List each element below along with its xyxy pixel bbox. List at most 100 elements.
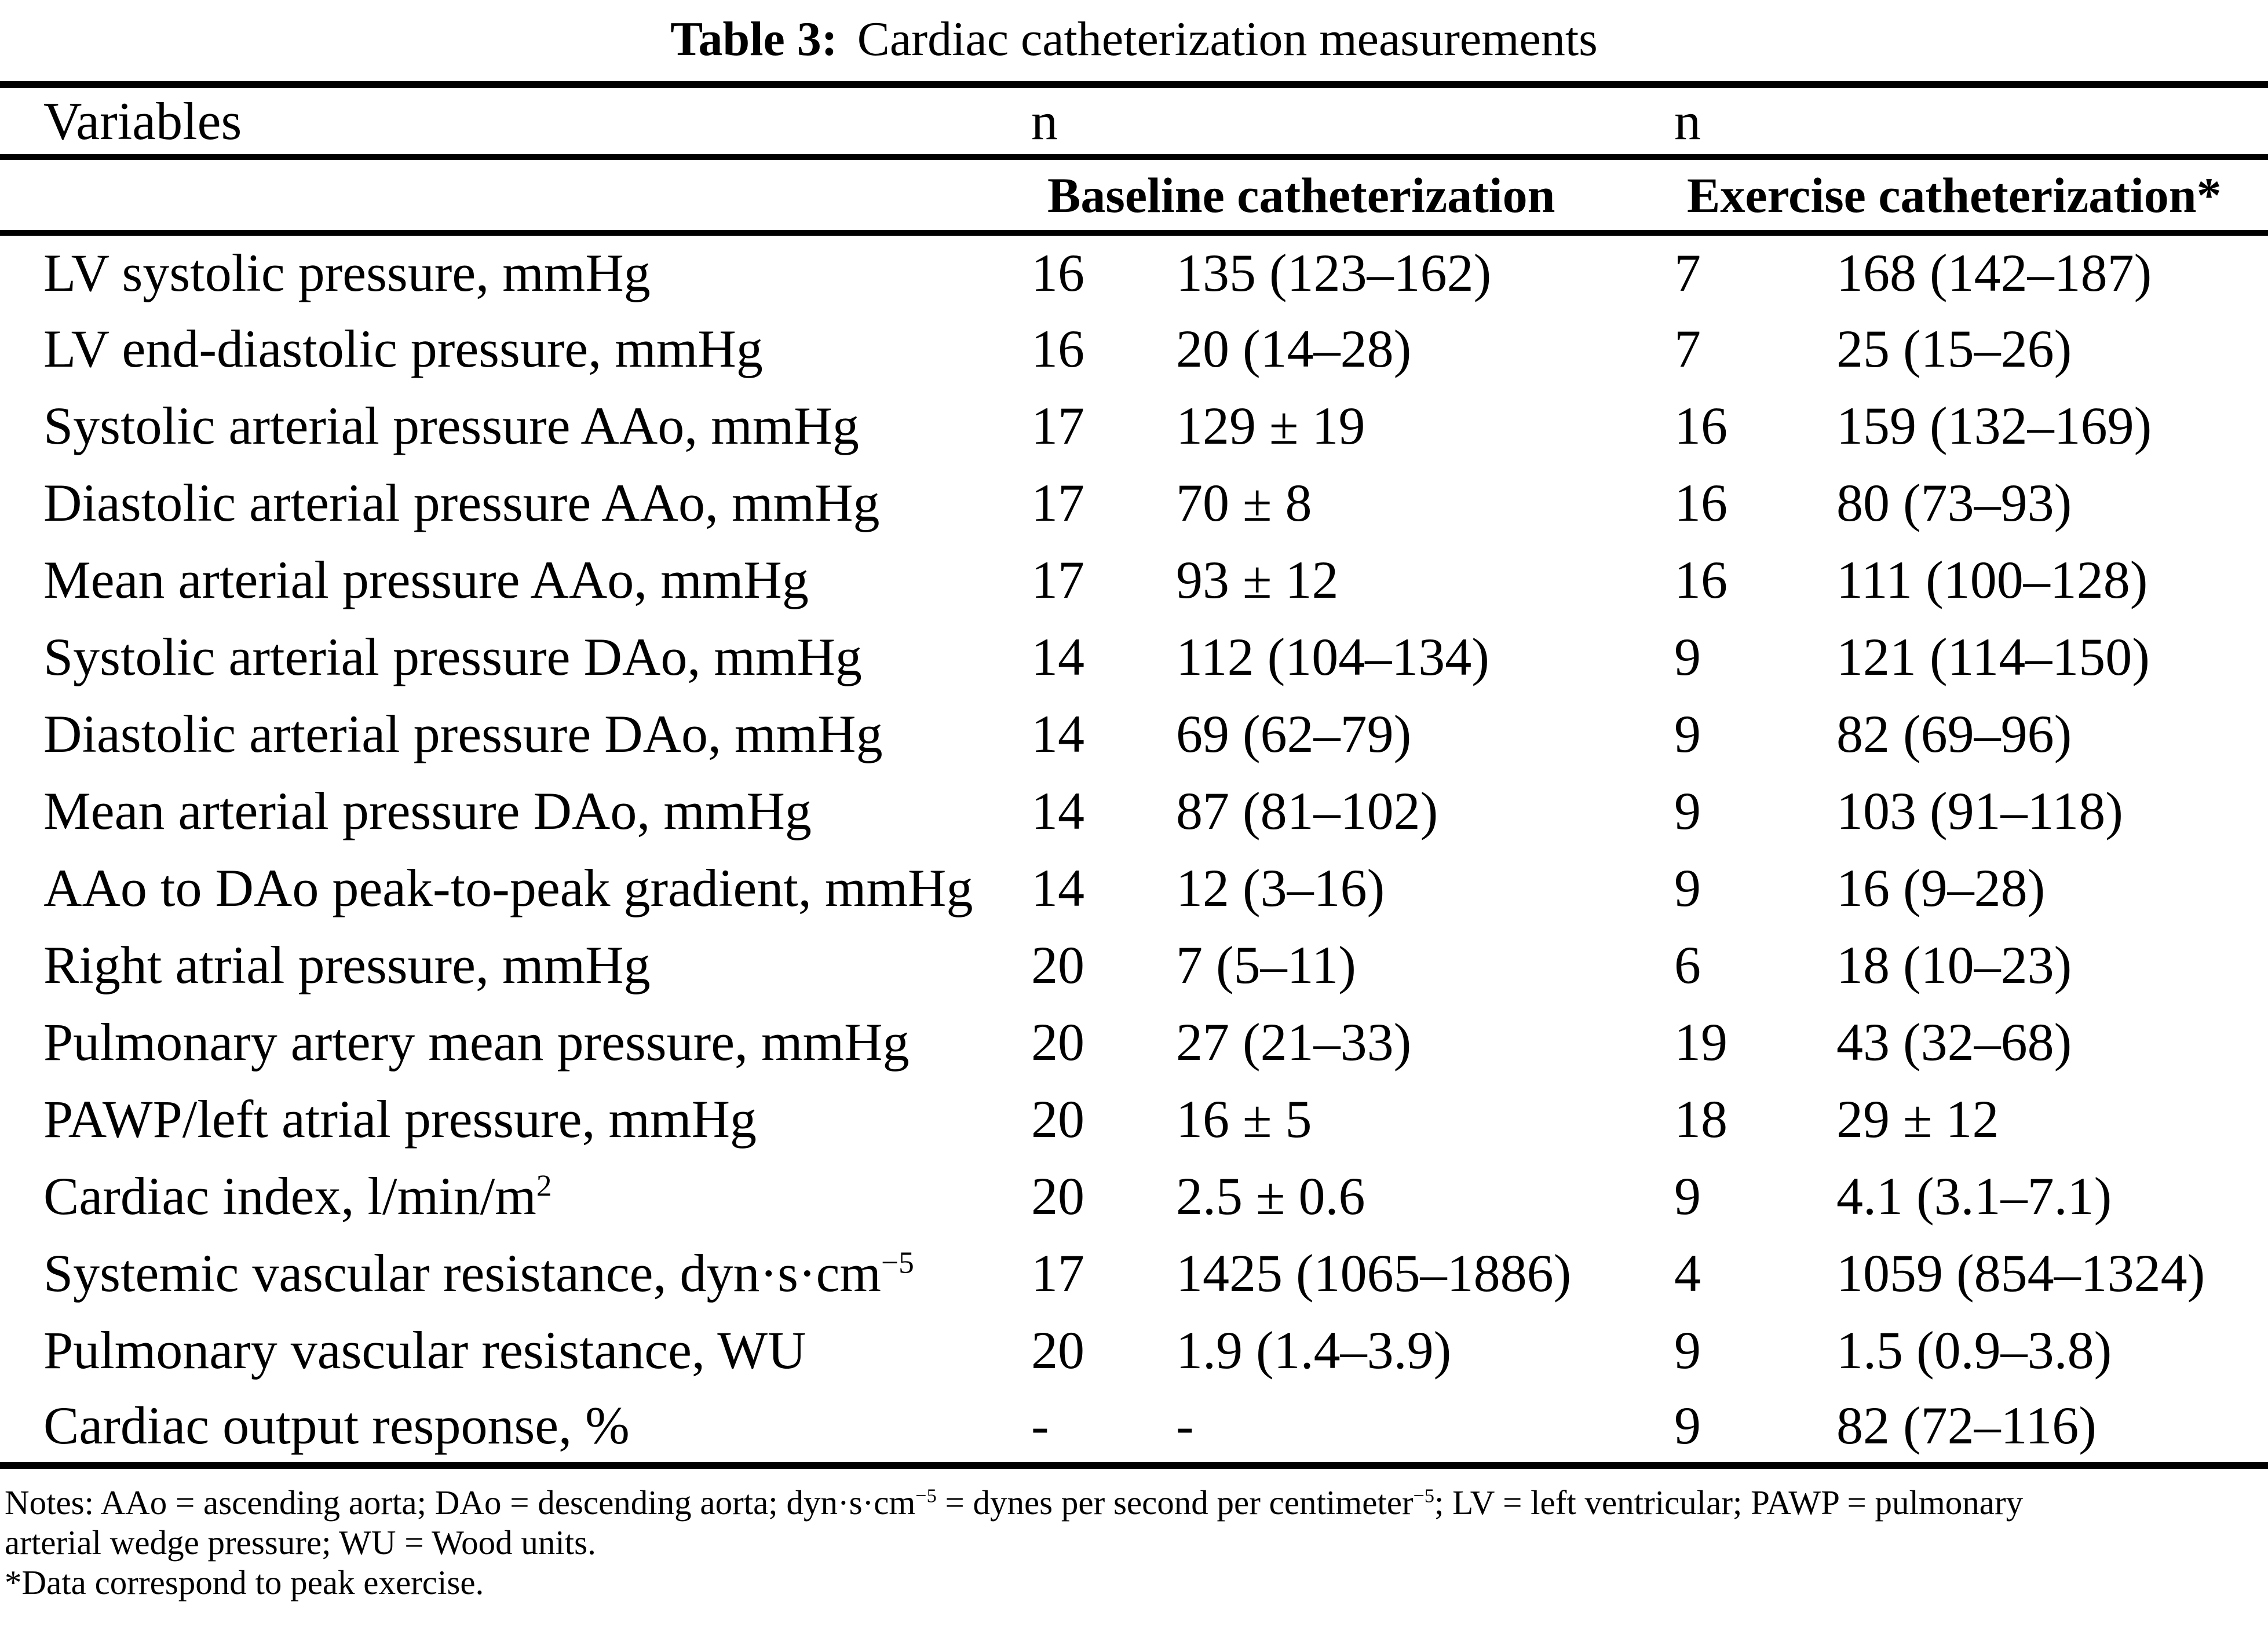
table-row: Cardiac output response, % - - 9 82 (72–… bbox=[0, 1388, 2268, 1469]
baseline-value: 7 (5–11) bbox=[1176, 935, 1356, 995]
header-row-n: Variables n n bbox=[0, 81, 2268, 160]
table-notes: Notes: AAo = ascending aorta; DAo = desc… bbox=[0, 1483, 2268, 1603]
header-spacer bbox=[1836, 81, 2268, 160]
n-exercise-value: 9 bbox=[1674, 627, 1701, 686]
baseline-value: 70 ± 8 bbox=[1176, 473, 1312, 532]
table-row: Systolic arterial pressure AAo, mmHg 17 … bbox=[0, 387, 2268, 464]
n-exercise-value: 9 bbox=[1674, 1166, 1701, 1226]
variable-label: Right atrial pressure, mmHg bbox=[43, 935, 651, 995]
baseline-value: 112 (104–134) bbox=[1176, 627, 1489, 686]
variable-superscript: −5 bbox=[881, 1244, 914, 1279]
exercise-value: 103 (91–118) bbox=[1836, 781, 2123, 840]
baseline-value: 2.5 ± 0.6 bbox=[1176, 1166, 1365, 1226]
n-exercise-value: 4 bbox=[1674, 1243, 1701, 1303]
exercise-value: 1059 (854–1324) bbox=[1836, 1243, 2205, 1303]
variable-superscript: 2 bbox=[536, 1167, 552, 1202]
notes-superscript: −5 bbox=[915, 1485, 937, 1507]
variable-label: Mean arterial pressure DAo, mmHg bbox=[43, 781, 812, 840]
n-exercise-value: 9 bbox=[1674, 1320, 1701, 1380]
table-row: PAWP/left atrial pressure, mmHg 20 16 ± … bbox=[0, 1080, 2268, 1157]
n-exercise-value: 18 bbox=[1674, 1089, 1728, 1149]
exercise-value: 29 ± 12 bbox=[1836, 1089, 1999, 1149]
baseline-value: 1425 (1065–1886) bbox=[1176, 1243, 1572, 1303]
column-header-n-exercise: n bbox=[1674, 81, 1836, 160]
n-exercise-value: 9 bbox=[1674, 781, 1701, 840]
n-baseline-value: 20 bbox=[1031, 1012, 1084, 1072]
n-baseline-value: 17 bbox=[1031, 473, 1084, 532]
header-spacer bbox=[1176, 81, 1674, 160]
n-baseline-value: 20 bbox=[1031, 1320, 1084, 1380]
n-baseline-value: 20 bbox=[1031, 1089, 1084, 1149]
table-row: Diastolic arterial pressure DAo, mmHg 14… bbox=[0, 695, 2268, 772]
column-header-n-baseline: n bbox=[1031, 81, 1176, 160]
variable-label: Pulmonary vascular resistance, WU bbox=[43, 1320, 806, 1380]
n-baseline-value: 14 bbox=[1031, 781, 1084, 840]
variable-label: Systolic arterial pressure AAo, mmHg bbox=[43, 396, 859, 455]
section-header-baseline: Baseline catheterization bbox=[1031, 157, 1674, 236]
column-header-variables: Variables bbox=[0, 81, 1031, 160]
n-exercise-value: 6 bbox=[1674, 935, 1701, 995]
n-baseline-value: 20 bbox=[1031, 1166, 1084, 1226]
baseline-value: 27 (21–33) bbox=[1176, 1012, 1412, 1072]
baseline-value: 87 (81–102) bbox=[1176, 781, 1438, 840]
n-baseline-value: 17 bbox=[1031, 396, 1084, 455]
exercise-value: 121 (114–150) bbox=[1836, 627, 2150, 686]
exercise-value: 111 (100–128) bbox=[1836, 550, 2148, 609]
n-exercise-value: 9 bbox=[1674, 1388, 1836, 1469]
exercise-value: 1.5 (0.9–3.8) bbox=[1836, 1320, 2112, 1380]
variable-label: PAWP/left atrial pressure, mmHg bbox=[43, 1089, 757, 1149]
n-baseline-value: 20 bbox=[1031, 935, 1084, 995]
table-title: Table 3: Cardiac catheterization measurem… bbox=[0, 5, 2268, 74]
n-exercise-value: 9 bbox=[1674, 858, 1701, 917]
notes-superscript: −5 bbox=[1413, 1485, 1435, 1507]
n-baseline-value: 14 bbox=[1031, 627, 1084, 686]
notes-line-2: arterial wedge pressure; WU = Wood units… bbox=[5, 1523, 596, 1562]
cardiac-catheterization-table: Variables n n Baseline catheterization E… bbox=[0, 81, 2268, 1469]
paper-table-page: Table 3: Cardiac catheterization measurem… bbox=[0, 5, 2268, 1627]
variable-label: Pulmonary artery mean pressure, mmHg bbox=[43, 1012, 910, 1072]
variable-label: Diastolic arterial pressure AAo, mmHg bbox=[43, 473, 880, 532]
n-exercise-value: 16 bbox=[1674, 396, 1728, 455]
exercise-value: 16 (9–28) bbox=[1836, 858, 2046, 917]
notes-footnote-asterisk: *Data correspond to peak exercise. bbox=[5, 1563, 484, 1602]
baseline-value: 129 ± 19 bbox=[1176, 396, 1365, 455]
baseline-value: 69 (62–79) bbox=[1176, 704, 1412, 763]
n-exercise-value: 16 bbox=[1674, 473, 1728, 532]
table-row: Mean arterial pressure AAo, mmHg 17 93 ±… bbox=[0, 541, 2268, 618]
baseline-value: 135 (123–162) bbox=[1176, 243, 1492, 302]
n-exercise-value: 16 bbox=[1674, 550, 1728, 609]
baseline-value: - bbox=[1176, 1388, 1674, 1469]
table-row: Systemic vascular resistance, dyn·s·cm−5… bbox=[0, 1234, 2268, 1311]
table-row: Mean arterial pressure DAo, mmHg 14 87 (… bbox=[0, 772, 2268, 849]
table-row: Cardiac index, l/min/m2 20 2.5 ± 0.6 9 4… bbox=[0, 1157, 2268, 1234]
n-baseline-value: 17 bbox=[1031, 1243, 1084, 1303]
table-row: Right atrial pressure, mmHg 20 7 (5–11) … bbox=[0, 926, 2268, 1003]
header-row-sections: Baseline catheterization Exercise cathet… bbox=[0, 157, 2268, 236]
n-baseline-value: - bbox=[1031, 1388, 1176, 1469]
exercise-value: 80 (73–93) bbox=[1836, 473, 2072, 532]
variable-label: Systemic vascular resistance, dyn·s·cm−5 bbox=[43, 1243, 914, 1303]
exercise-value: 82 (69–96) bbox=[1836, 704, 2072, 763]
table-title-text: Cardiac catheterization measurements bbox=[857, 12, 1598, 66]
variable-label: Cardiac output response, % bbox=[0, 1388, 1031, 1469]
n-exercise-value: 9 bbox=[1674, 704, 1701, 763]
table-row: Systolic arterial pressure DAo, mmHg 14 … bbox=[0, 618, 2268, 695]
n-exercise-value: 7 bbox=[1674, 319, 1701, 378]
exercise-value: 159 (132–169) bbox=[1836, 396, 2152, 455]
table-row: AAo to DAo peak-to-peak gradient, mmHg 1… bbox=[0, 849, 2268, 926]
baseline-value: 16 ± 5 bbox=[1176, 1089, 1312, 1149]
baseline-value: 20 (14–28) bbox=[1176, 319, 1412, 378]
table-row: LV end-diastolic pressure, mmHg 16 20 (1… bbox=[0, 310, 2268, 387]
n-baseline-value: 17 bbox=[1031, 550, 1084, 609]
exercise-value: 18 (10–23) bbox=[1836, 935, 2072, 995]
exercise-value: 168 (142–187) bbox=[1836, 243, 2152, 302]
table-row: Pulmonary artery mean pressure, mmHg 20 … bbox=[0, 1003, 2268, 1080]
table-row: Diastolic arterial pressure AAo, mmHg 17… bbox=[0, 464, 2268, 541]
baseline-value: 93 ± 12 bbox=[1176, 550, 1339, 609]
exercise-value: 82 (72–116) bbox=[1836, 1388, 2268, 1469]
exercise-value: 25 (15–26) bbox=[1836, 319, 2072, 378]
n-baseline-value: 16 bbox=[1031, 243, 1084, 302]
variable-label: LV systolic pressure, mmHg bbox=[43, 243, 651, 302]
exercise-value: 4.1 (3.1–7.1) bbox=[1836, 1166, 2112, 1226]
notes-line-1: Notes: AAo = ascending aorta; DAo = desc… bbox=[5, 1483, 2024, 1522]
